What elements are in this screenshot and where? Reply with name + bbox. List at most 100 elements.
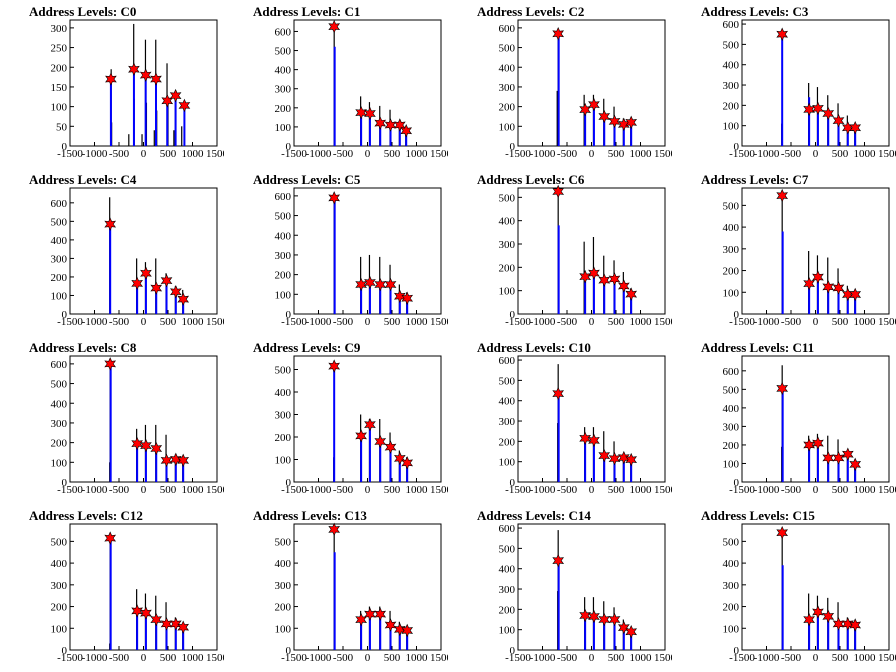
peak-marker bbox=[625, 452, 638, 467]
y-tick-label: 500 bbox=[723, 536, 740, 548]
y-tick-label: 400 bbox=[275, 387, 292, 399]
x-tick-label: 1000 bbox=[630, 316, 653, 328]
peak-marker bbox=[364, 417, 376, 432]
chart-panel: Address Levels: C0 0 50 100 150 200 250 300 -150… bbox=[0, 0, 224, 168]
y-tick-label: 400 bbox=[275, 230, 292, 242]
peak-marker bbox=[841, 120, 854, 135]
x-tick-label: -500 bbox=[781, 652, 802, 664]
y-tick-label: 300 bbox=[723, 421, 740, 433]
y-tick-label: 500 bbox=[275, 46, 292, 58]
x-tick-label: -1000 bbox=[82, 316, 108, 328]
y-tick-label: 500 bbox=[723, 200, 740, 212]
x-tick-label: 1000 bbox=[854, 652, 877, 664]
y-tick-label: 200 bbox=[723, 602, 740, 614]
y-tick-label: 400 bbox=[51, 235, 68, 247]
y-tick-label: 500 bbox=[499, 543, 516, 555]
peak-marker bbox=[552, 386, 565, 401]
plot-frame bbox=[741, 19, 890, 147]
y-tick-label: 500 bbox=[723, 39, 740, 51]
chart-title: Address Levels: C9 bbox=[253, 340, 361, 355]
peak-marker bbox=[374, 277, 387, 292]
x-tick-label: -1500 bbox=[729, 484, 755, 496]
chart-title: Address Levels: C14 bbox=[477, 508, 591, 523]
x-tick-label: 500 bbox=[160, 652, 177, 664]
chart-svg: 0 100 200 300 400 500 -1500-1000 -500 0 500 1000 15… bbox=[275, 522, 448, 664]
y-tick-label: 400 bbox=[723, 60, 740, 72]
plot-frame bbox=[293, 19, 442, 147]
x-tick-label: 0 bbox=[141, 316, 147, 328]
y-tick-label: 300 bbox=[51, 580, 68, 592]
peak-marker bbox=[579, 608, 591, 623]
x-tick-label: -1000 bbox=[754, 148, 780, 160]
peak-marker bbox=[803, 276, 815, 291]
chart-svg: 0 50 100 150 200 250 300 -1500-1000 -500 0 500 1000… bbox=[51, 19, 224, 160]
peak-marker bbox=[579, 269, 591, 284]
y-tick-label: 200 bbox=[51, 438, 68, 450]
y-tick-label: 0 bbox=[286, 645, 292, 657]
peak-marker bbox=[128, 62, 140, 76]
x-tick-label: 0 bbox=[365, 484, 371, 496]
y-tick-label: 400 bbox=[723, 558, 740, 570]
peak-marker bbox=[140, 266, 152, 280]
x-tick-label: -1500 bbox=[57, 484, 83, 496]
y-tick-label: 200 bbox=[499, 102, 516, 114]
y-tick-label: 300 bbox=[499, 82, 516, 94]
chart-panel: Address Levels: C6 0 100 200 300 400 500 -1500-… bbox=[448, 168, 672, 336]
chart-title: Address Levels: C7 bbox=[701, 172, 809, 187]
x-tick-label: 500 bbox=[832, 484, 849, 496]
peak-marker bbox=[384, 277, 397, 292]
peak-marker bbox=[328, 19, 341, 34]
peak-marker bbox=[384, 440, 397, 454]
peak-marker bbox=[776, 381, 789, 396]
x-tick-label: 1000 bbox=[406, 148, 429, 160]
y-tick-label: 300 bbox=[275, 250, 292, 262]
peak-marker bbox=[364, 106, 376, 121]
x-tick-label: 500 bbox=[832, 316, 849, 328]
peak-marker bbox=[150, 612, 163, 627]
x-tick-label: 1500 bbox=[878, 484, 896, 496]
plot-frame bbox=[293, 187, 442, 315]
x-tick-label: 1500 bbox=[206, 484, 224, 496]
y-tick-label: 300 bbox=[275, 580, 292, 592]
plot-frame bbox=[741, 355, 890, 483]
peak-marker bbox=[328, 522, 341, 537]
peak-marker bbox=[625, 287, 638, 301]
y-tick-label: 200 bbox=[51, 272, 68, 284]
x-tick-label: -1000 bbox=[530, 652, 556, 664]
y-tick-label: 600 bbox=[499, 23, 516, 35]
x-tick-label: -500 bbox=[557, 652, 578, 664]
y-tick-label: 300 bbox=[51, 253, 68, 265]
peak-marker bbox=[841, 287, 854, 302]
y-tick-label: 200 bbox=[275, 432, 292, 444]
y-tick-label: 0 bbox=[62, 477, 68, 489]
plot-frame bbox=[741, 187, 890, 315]
y-tick-label: 0 bbox=[734, 141, 740, 153]
x-tick-label: 0 bbox=[813, 652, 819, 664]
y-tick-label: 600 bbox=[723, 366, 740, 378]
y-tick-label: 400 bbox=[275, 558, 292, 570]
x-tick-label: 1000 bbox=[854, 316, 877, 328]
x-tick-label: 1000 bbox=[406, 484, 429, 496]
x-tick-label: 1500 bbox=[430, 316, 448, 328]
peak-marker bbox=[588, 433, 600, 448]
x-tick-label: 0 bbox=[589, 316, 595, 328]
plot-frame bbox=[517, 187, 666, 315]
y-tick-label: 200 bbox=[275, 103, 292, 115]
chart-title: Address Levels: C4 bbox=[29, 172, 137, 187]
peak-marker bbox=[131, 276, 143, 291]
peak-marker bbox=[177, 292, 190, 306]
y-tick-label: 100 bbox=[499, 457, 516, 469]
y-tick-label: 300 bbox=[499, 416, 516, 428]
peak-marker bbox=[822, 280, 835, 294]
peak-marker bbox=[608, 272, 621, 286]
y-tick-label: 600 bbox=[499, 523, 516, 535]
y-tick-label: 500 bbox=[275, 365, 292, 377]
peak-marker bbox=[598, 273, 611, 287]
x-tick-label: -1000 bbox=[306, 484, 332, 496]
x-tick-label: -1500 bbox=[281, 652, 307, 664]
x-tick-label: 1500 bbox=[430, 484, 448, 496]
x-tick-label: -1000 bbox=[530, 316, 556, 328]
chart-title: Address Levels: C2 bbox=[477, 4, 585, 19]
y-tick-label: 400 bbox=[723, 403, 740, 415]
x-tick-label: 1000 bbox=[182, 148, 205, 160]
